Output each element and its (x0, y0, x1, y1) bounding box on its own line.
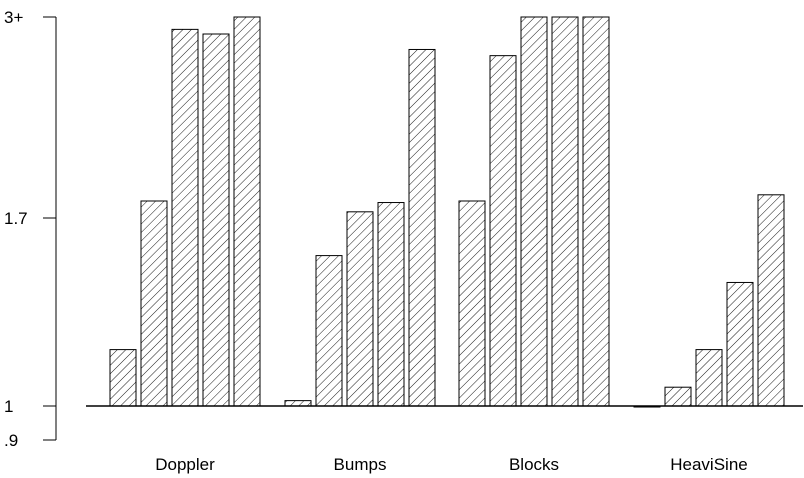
bar-bumps-5 (408, 48, 436, 407)
y-tick-label: .9 (4, 431, 18, 450)
bar-blocks-5 (582, 16, 610, 407)
bar-doppler-2 (140, 200, 168, 407)
bar-bumps-2 (315, 255, 343, 407)
category-label: Doppler (155, 455, 215, 474)
bar-blocks-4 (551, 16, 579, 407)
category-label: HeaviSine (670, 455, 748, 474)
y-tick-label: 1 (4, 397, 13, 416)
category-labels: Doppler Bumps Blocks HeaviSine (155, 455, 748, 474)
bar-heavisine-5 (757, 194, 785, 407)
category-label: Bumps (334, 455, 387, 474)
category-label: Blocks (509, 455, 559, 474)
bar-doppler-4 (202, 33, 230, 407)
bar-bumps-1 (284, 400, 312, 407)
bar-heavisine-2 (664, 386, 692, 407)
bar-doppler-1 (109, 349, 137, 407)
y-axis: 3+ 1.7 1 .9 (4, 8, 57, 450)
bar-bumps-3 (346, 211, 374, 407)
bar-bumps-4 (377, 202, 405, 407)
bar-blocks-3 (520, 16, 548, 407)
bar-blocks-2 (489, 55, 517, 407)
bar-heavisine-3 (695, 349, 723, 407)
y-tick-label: 3+ (4, 8, 23, 27)
bar-blocks-1 (458, 200, 486, 407)
bars (109, 16, 785, 408)
bar-doppler-5 (233, 16, 261, 407)
bar-doppler-3 (171, 28, 199, 407)
bar-heavisine-4 (726, 281, 754, 407)
y-tick-label: 1.7 (4, 209, 28, 228)
